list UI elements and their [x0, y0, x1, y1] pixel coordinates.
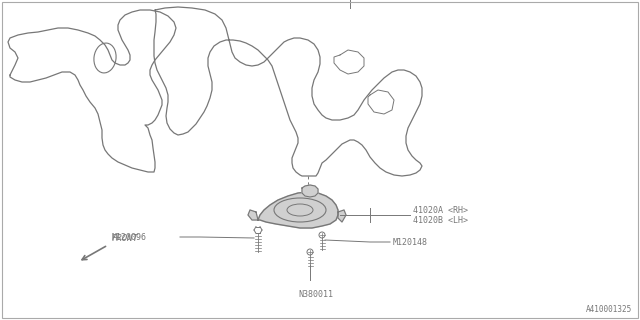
Polygon shape: [338, 210, 346, 222]
Text: 41020A <RH>: 41020A <RH>: [413, 205, 468, 214]
Text: M120148: M120148: [393, 237, 428, 246]
Text: 41020B <LH>: 41020B <LH>: [413, 215, 468, 225]
Text: M120096: M120096: [112, 233, 147, 242]
Text: N380011: N380011: [298, 290, 333, 299]
Text: FRONT: FRONT: [112, 234, 139, 243]
Polygon shape: [248, 210, 258, 220]
Polygon shape: [302, 185, 318, 197]
Polygon shape: [258, 192, 338, 228]
Text: A410001325: A410001325: [586, 305, 632, 314]
